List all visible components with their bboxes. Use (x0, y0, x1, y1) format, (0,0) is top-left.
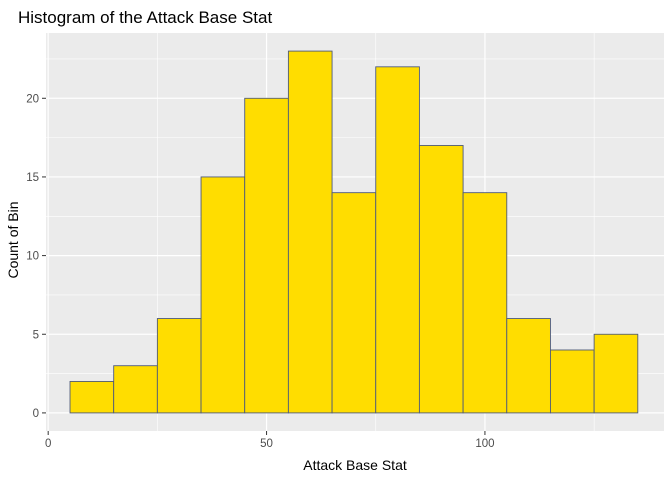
y-tick-label: 0 (33, 408, 39, 420)
histogram-bar (244, 97, 289, 414)
y-tick-label: 20 (26, 93, 39, 105)
histogram-bar (69, 380, 115, 414)
y-axis-title: Count of Bin (5, 201, 21, 278)
x-tick-label: 0 (45, 438, 51, 450)
x-axis-title: Attack Base Stat (303, 457, 407, 473)
y-tick-label: 15 (26, 172, 39, 184)
chart-title: Histogram of the Attack Base Stat (18, 8, 272, 27)
histogram-bar (462, 192, 508, 414)
y-tick-label: 5 (33, 329, 39, 341)
histogram-bar (156, 318, 202, 414)
histogram-bar (418, 145, 464, 414)
histogram-bar (549, 349, 595, 414)
x-tick-label: 50 (260, 438, 273, 450)
histogram-bar (506, 318, 551, 414)
y-axis-ticks: 0 5 10 15 20 (26, 93, 46, 420)
x-axis-ticks: 0 50 100 (45, 431, 495, 450)
histogram-bar (331, 192, 377, 414)
y-tick-label: 10 (26, 251, 39, 263)
histogram-bar (287, 50, 333, 414)
histogram-bar (200, 176, 246, 414)
histogram-bar (113, 365, 158, 414)
x-tick-label: 100 (475, 438, 494, 450)
histogram-bar (593, 333, 639, 414)
histogram-bars (69, 50, 639, 414)
histogram-bar (375, 66, 420, 414)
